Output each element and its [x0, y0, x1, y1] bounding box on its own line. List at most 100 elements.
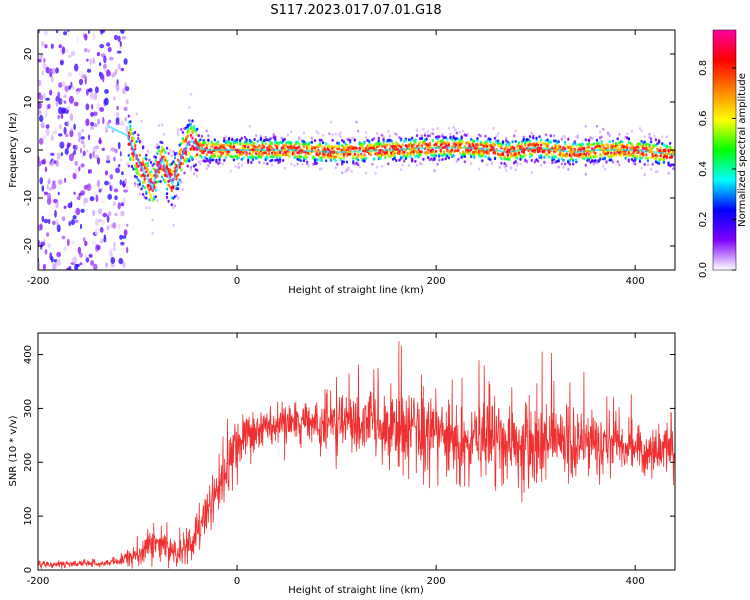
spectrogram-cell: [497, 141, 500, 145]
spectrogram-cell: [68, 95, 74, 104]
spectrogram-cell: [433, 156, 436, 160]
spectrogram-cell: [52, 220, 56, 226]
spectrogram-cell: [509, 165, 513, 169]
spectrogram-cell: [119, 158, 123, 162]
spectrogram-cell: [606, 151, 610, 155]
spectrogram-cell: [69, 129, 74, 138]
spectrogram-cell: [85, 118, 90, 127]
spectrogram-cell: [186, 125, 189, 129]
ridge-peak-dot: [409, 147, 415, 151]
spectrogram-cell: [395, 159, 398, 163]
spectrogram-cell: [516, 153, 519, 157]
spectrogram-cell: [415, 128, 419, 132]
spectrogram-cell: [73, 219, 79, 223]
spectrogram-cell: [665, 135, 669, 139]
spectrogram-cell: [148, 158, 151, 162]
ridge-peak-dot: [521, 148, 527, 151]
spectrogram-cell: [372, 136, 376, 140]
spectrogram-cell: [374, 171, 377, 175]
spectrogram-cell: [544, 133, 548, 137]
spectrogram-cell: [290, 130, 293, 134]
spectrogram-cell: [592, 142, 595, 146]
spectrogram-cell: [43, 238, 46, 243]
spectrogram-cell: [88, 30, 90, 34]
spectrogram-cell: [387, 162, 390, 166]
spectrogram-cell: [390, 139, 393, 143]
spectrogram-cell: [296, 162, 299, 166]
spectrogram-cell: [106, 154, 110, 162]
spectrogram-cell: [356, 163, 360, 167]
spectrogram-cell: [84, 252, 88, 259]
ridge-peak-dot: [298, 149, 304, 152]
spectrogram-cell: [482, 152, 486, 156]
spectrogram-cell: [247, 160, 250, 164]
spectrogram-cell: [43, 58, 46, 63]
spectrogram-cell: [656, 154, 659, 158]
spectrogram-cell: [64, 85, 69, 92]
spectrogram-cell: [56, 259, 61, 266]
spectrogram-cell: [63, 31, 68, 36]
spectrogram-cell: [380, 164, 384, 168]
spectrogram-cell: [449, 132, 452, 136]
spectrogram-cell: [122, 261, 126, 269]
spectrogram-cell: [422, 157, 425, 161]
spectrogram-cell: [40, 241, 46, 247]
spectrogram-cell: [43, 93, 46, 99]
ridge-peak-dot: [569, 150, 574, 154]
spectrogram-cell: [576, 145, 580, 148]
spectrogram-cell: [207, 138, 210, 142]
spectrogram-cell: [145, 206, 148, 210]
spectrogram-cell: [146, 168, 150, 172]
spectrogram-cell: [414, 140, 417, 144]
spectrogram-cell: [581, 155, 584, 159]
spectrogram-cell: [326, 147, 329, 151]
spectrogram-cell: [635, 154, 638, 158]
spectrogram-cell: [436, 162, 439, 166]
spectrogram-cell: [216, 140, 220, 144]
spectrogram-cell: [433, 169, 436, 173]
spectrogram-cell: [38, 94, 44, 101]
spectrogram-cell: [285, 143, 288, 147]
spectrogram-cell: [283, 166, 286, 170]
spectrogram-cell: [231, 155, 234, 159]
spectrogram-cell: [154, 183, 157, 187]
spectrogram-cell: [176, 196, 180, 200]
spectrogram-cell: [264, 151, 267, 155]
spectrogram-cell: [323, 147, 326, 151]
spectrogram-cell: [563, 147, 567, 151]
spectrogram-cell: [361, 155, 365, 159]
spectrogram-cell: [80, 147, 82, 154]
spectrogram-cell: [597, 141, 600, 145]
spectrogram-cell: [307, 147, 310, 151]
spectrogram-cell: [393, 150, 396, 154]
spectrogram-cell: [382, 138, 385, 141]
spectrogram-cell: [530, 170, 533, 174]
spectrogram-cell: [70, 127, 73, 132]
spectrogram-cell: [581, 142, 584, 146]
spectrogram-cell: [148, 190, 151, 194]
spectrogram-cell: [49, 89, 53, 96]
spectrogram-cell: [115, 84, 120, 92]
spectrogram-cell: [156, 199, 159, 203]
spectrogram-cell: [552, 134, 556, 138]
spectrogram-cell: [575, 158, 578, 162]
snr-panel: -200 0 200 400 0 100 200 300 400 Height of stra…: [8, 332, 676, 596]
spectrogram-cell: [149, 177, 153, 181]
spectrogram-cell: [104, 97, 109, 106]
spectrogram-cell: [618, 132, 621, 136]
spectrogram-cell: [61, 235, 66, 240]
spectrogram-cell: [173, 204, 177, 208]
spectrogram-cell: [341, 144, 344, 148]
y-tick-label: 200: [23, 453, 34, 472]
spectrogram-cell: [115, 112, 120, 117]
spectrogram-cell: [415, 163, 419, 167]
spectrogram-cell: [165, 187, 169, 191]
spectrogram-cell: [205, 129, 208, 133]
spectrogram-cell: [630, 157, 634, 161]
spectrogram-cell: [508, 143, 511, 147]
spectrogram-cell: [205, 167, 208, 171]
spectrogram-cell: [648, 132, 651, 136]
spectrogram-cell: [64, 100, 67, 104]
spectrogram-cell: [148, 206, 151, 210]
spectrogram-cell: [540, 163, 543, 167]
